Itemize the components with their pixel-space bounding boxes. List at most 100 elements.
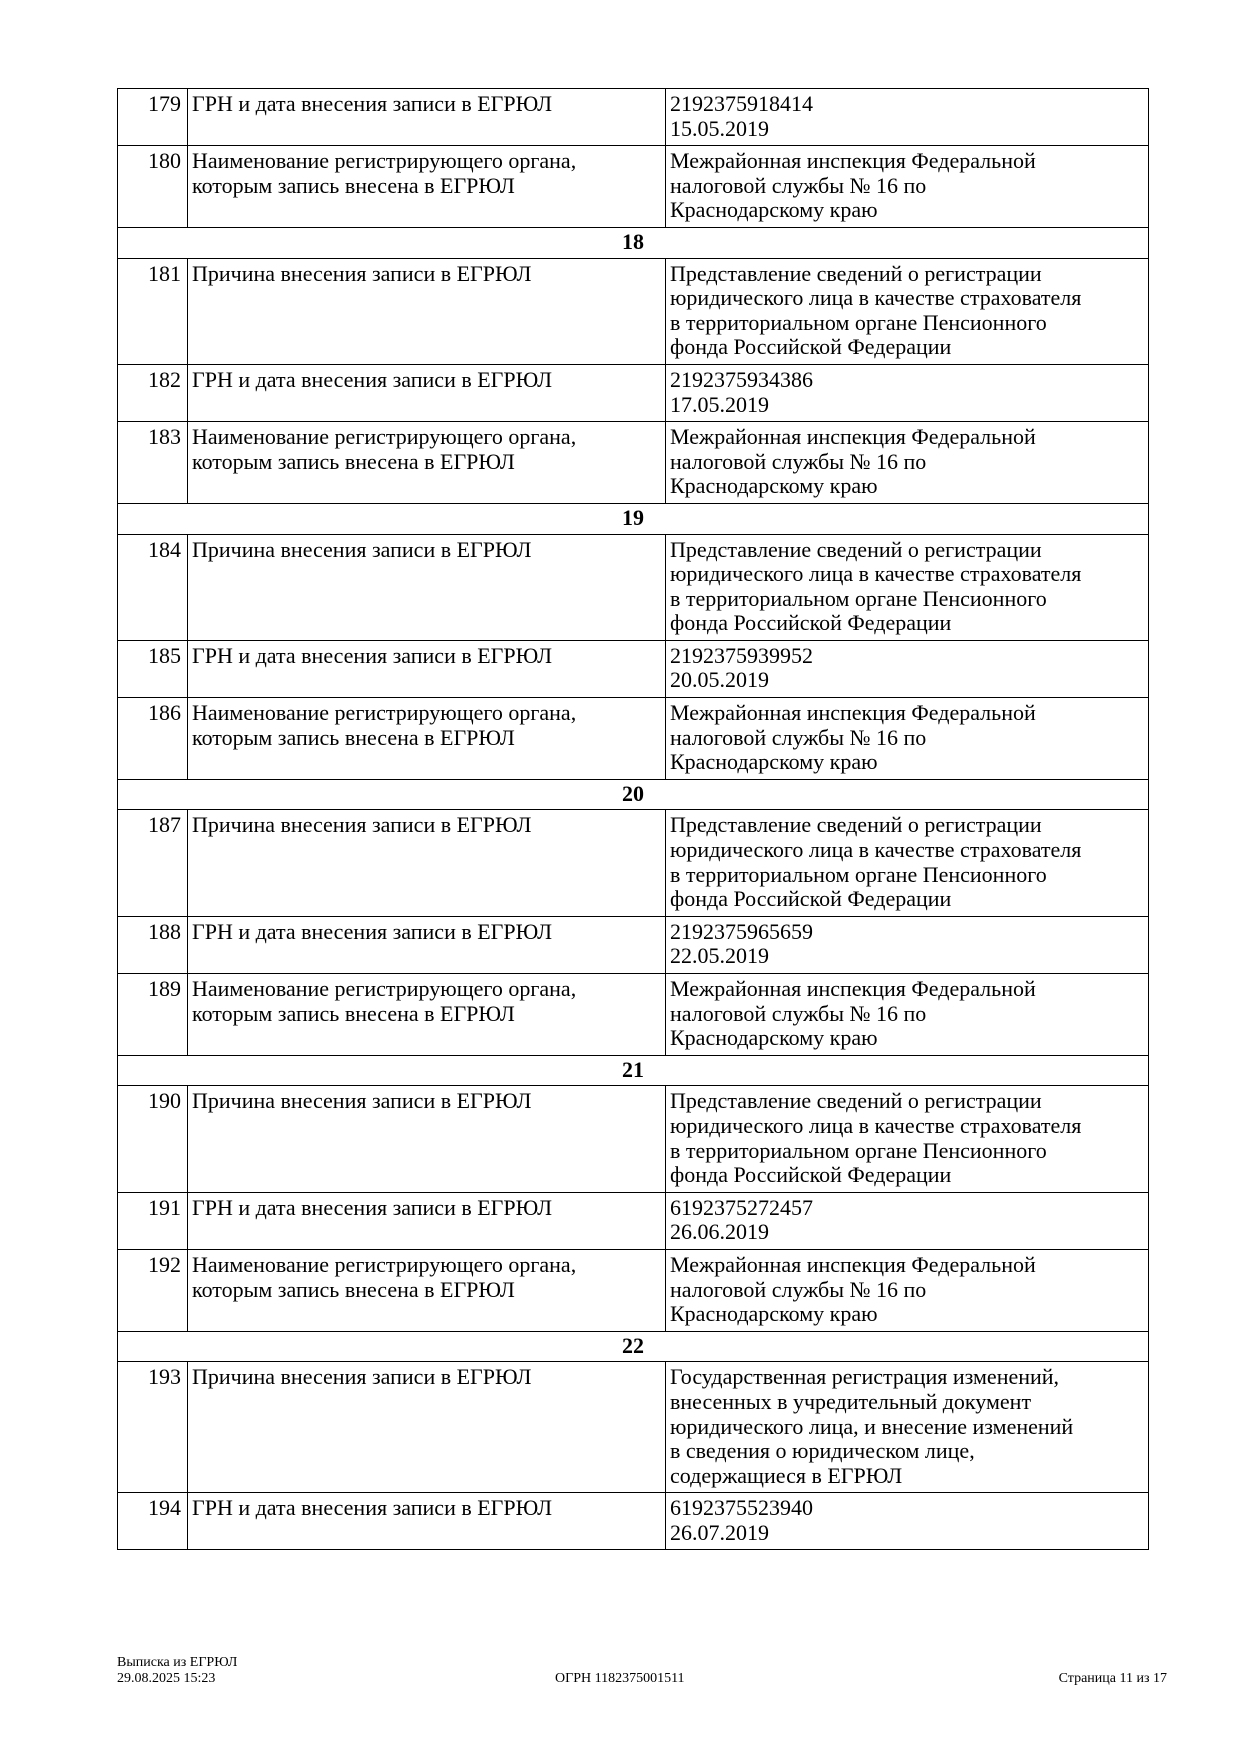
table-row: 180 Наименование регистрирующего органа, к… [117,145,1149,228]
row-label: Наименование регистрирующего органа, кото… [187,973,666,1056]
row-label: Наименование регистрирующего органа, кото… [187,1248,666,1332]
row-value: Межрайонная инспекция Федеральной налогов… [665,697,1149,780]
table-row: 179 ГРН и дата внесения записи в ЕГРЮЛ 219… [117,87,1149,147]
value-line: 2192375934386 [670,366,813,392]
value-line: налоговой службы № 16 по [670,448,927,474]
label-line: Наименование регистрирующего органа, [192,976,577,1001]
table-row: 192 Наименование регистрирующего органа, к… [117,1248,1149,1332]
section-number: 18 [117,226,1149,259]
row-number: 182 [117,363,188,423]
row-number: 188 [117,915,188,975]
label-line: Причина внесения записи в ЕГРЮЛ [192,1088,532,1114]
value-line: Представление сведений о регистрации [670,536,1042,562]
footer-left: Выписка из ЕГРЮЛ 29.08.2025 15:23 [117,1655,237,1687]
row-label: Причина внесения записи в ЕГРЮЛ [187,533,666,641]
label-line: ГРН и дата внесения записи в ЕГРЮЛ [192,1194,553,1220]
section-row: 22 [117,1330,1149,1363]
value-line: в территориальном органе Пенсионного [670,1137,1047,1163]
value-line: Межрайонная инспекция Федеральной [670,1251,1036,1277]
table-row: 184 Причина внесения записи в ЕГРЮЛ Предст… [117,533,1149,641]
value-line: Краснодарскому краю [670,1025,878,1051]
row-label: ГРН и дата внесения записи в ЕГРЮЛ [187,363,666,423]
row-value: 2192375934386 17.05.2019 [665,363,1149,423]
row-value: Межрайонная инспекция Федеральной налогов… [665,421,1149,504]
row-label: Причина внесения записи в ЕГРЮЛ [187,809,666,917]
label-line: ГРН и дата внесения записи в ЕГРЮЛ [192,91,553,116]
row-label: Наименование регистрирующего органа, кото… [187,697,666,780]
value-line: Государственная регистрация изменений, [670,1364,1060,1390]
value-line: 2192375918414 [670,91,813,116]
table-row: 190 Причина внесения записи в ЕГРЮЛ Предст… [117,1085,1149,1193]
table-row: 188 ГРН и дата внесения записи в ЕГРЮЛ 219… [117,915,1149,975]
row-label: ГРН и дата внесения записи в ЕГРЮЛ [187,915,666,975]
value-line: Представление сведений о регистрации [670,1088,1042,1114]
footer-doc-title: Выписка из ЕГРЮЛ [117,1655,238,1670]
value-line: 2192375939952 [670,642,813,668]
value-line: 6192375523940 [670,1495,813,1521]
row-number: 183 [117,421,188,504]
value-line: в территориальном органе Пенсионного [670,585,1047,611]
section-number: 19 [117,502,1149,535]
table-row: 186 Наименование регистрирующего органа, к… [117,697,1149,780]
row-number: 187 [117,809,188,917]
label-line: Наименование регистрирующего органа, [192,148,577,174]
row-value: Межрайонная инспекция Федеральной налогов… [665,973,1149,1056]
value-line: Краснодарскому краю [670,1301,878,1327]
value-line: Краснодарскому краю [670,749,878,775]
value-line: фонда Российской Федерации [670,886,952,912]
row-number: 181 [117,257,188,365]
value-line: 6192375272457 [670,1194,813,1220]
label-line: ГРН и дата внесения записи в ЕГРЮЛ [192,642,553,668]
table-row: 185 ГРН и дата внесения записи в ЕГРЮЛ 219… [117,639,1149,699]
row-value: Представление сведений о регистрации юрид… [665,533,1149,641]
row-number: 192 [117,1248,188,1332]
row-number: 193 [117,1361,188,1494]
row-label: ГРН и дата внесения записи в ЕГРЮЛ [187,87,666,147]
label-line: Причина внесения записи в ЕГРЮЛ [192,1364,532,1390]
row-number: 184 [117,533,188,641]
row-label: Причина внесения записи в ЕГРЮЛ [187,1085,666,1193]
value-line: юридического лица, и внесение изменений [670,1413,1074,1439]
table-row: 189 Наименование регистрирующего органа, к… [117,973,1149,1056]
row-number: 189 [117,973,188,1056]
row-value: Межрайонная инспекция Федеральной налогов… [665,1248,1149,1332]
row-label: Причина внесения записи в ЕГРЮЛ [187,1361,666,1494]
label-line: которым запись внесена в ЕГРЮЛ [192,724,515,750]
value-line: фонда Российской Федерации [670,1162,952,1188]
section-row: 21 [117,1054,1149,1087]
value-line: Межрайонная инспекция Федеральной [670,148,1036,174]
label-line: Причина внесения записи в ЕГРЮЛ [192,812,532,838]
value-line: 26.07.2019 [670,1519,769,1545]
row-value: 2192375939952 20.05.2019 [665,639,1149,699]
row-value: Представление сведений о регистрации юрид… [665,257,1149,365]
table-row: 194 ГРН и дата внесения записи в ЕГРЮЛ 619… [117,1492,1149,1551]
row-number: 190 [117,1085,188,1193]
value-line: фонда Российской Федерации [670,610,952,636]
label-line: Наименование регистрирующего органа, [192,700,577,726]
value-line: 2192375965659 [670,918,813,944]
footer-ogrn: ОГРН 1182375001511 [555,1671,685,1686]
value-line: юридического лица в качестве страховател… [670,1112,1082,1138]
value-line: Межрайонная инспекция Федеральной [670,700,1036,726]
value-line: юридического лица в качестве страховател… [670,561,1082,587]
value-line: Краснодарскому краю [670,197,878,223]
value-line: в территориальном органе Пенсионного [670,309,1047,335]
row-number: 194 [117,1492,188,1551]
footer-page-number: Страница 11 из 17 [1058,1671,1167,1686]
value-line: внесенных в учредительный документ [670,1388,1032,1414]
value-line: 15.05.2019 [670,115,769,141]
row-label: ГРН и дата внесения записи в ЕГРЮЛ [187,1492,666,1551]
label-line: ГРН и дата внесения записи в ЕГРЮЛ [192,1495,553,1521]
row-value: 6192375272457 26.06.2019 [665,1191,1149,1250]
row-label: Наименование регистрирующего органа, кото… [187,145,666,228]
section-row: 18 [117,226,1149,259]
egrul-records-table: 179 ГРН и дата внесения записи в ЕГРЮЛ 219… [117,87,1149,1551]
section-row: 19 [117,502,1149,535]
value-line: в сведения о юридическом лице, [670,1438,975,1464]
row-value: Представление сведений о регистрации юрид… [665,1085,1149,1193]
value-line: Межрайонная инспекция Федеральной [670,424,1036,450]
value-line: 20.05.2019 [670,667,769,693]
row-value: 2192375965659 22.05.2019 [665,915,1149,975]
label-line: ГРН и дата внесения записи в ЕГРЮЛ [192,366,553,392]
label-line: Наименование регистрирующего органа, [192,424,577,450]
